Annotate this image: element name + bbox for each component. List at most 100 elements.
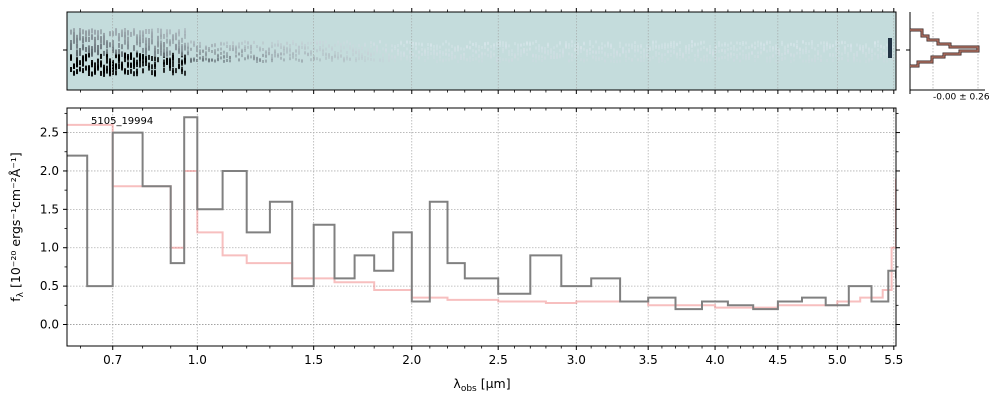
trace-pixel <box>91 51 93 57</box>
trace-pixel <box>829 43 831 47</box>
trace-pixel <box>781 40 783 44</box>
trace-pixel <box>82 38 84 44</box>
trace-pixel <box>493 52 495 56</box>
trace-pixel <box>76 57 78 63</box>
trace-pixel <box>628 48 630 52</box>
trace-pixel <box>535 59 537 63</box>
trace-pixel <box>400 42 402 46</box>
trace-pixel <box>577 45 579 49</box>
trace-pixel <box>550 56 552 59</box>
trace-pixel <box>160 50 162 56</box>
trace-pixel <box>646 44 648 48</box>
trace-pixel <box>352 44 354 48</box>
x-tick-label: 3.5 <box>639 353 658 367</box>
trace-pixel <box>163 51 165 57</box>
trace-pixel <box>205 45 207 49</box>
trace-pixel <box>136 59 138 65</box>
trace-pixel <box>658 46 660 50</box>
trace-pixel <box>490 55 492 59</box>
trace-pixel <box>547 44 549 48</box>
trace-pixel <box>778 48 780 52</box>
trace-pixel <box>622 50 624 54</box>
trace-pixel <box>493 43 495 47</box>
trace-pixel <box>505 58 507 62</box>
trace-pixel <box>682 53 684 57</box>
trace-pixel <box>856 53 858 57</box>
trace-pixel <box>535 55 537 59</box>
trace-pixel <box>451 57 453 61</box>
trace-pixel <box>304 51 306 55</box>
trace-pixel <box>139 39 141 44</box>
trace-pixel <box>568 59 570 63</box>
trace-pixel <box>310 52 312 56</box>
spectrum-2d-trace <box>70 28 894 77</box>
trace-pixel <box>448 54 450 58</box>
trace-pixel <box>652 41 654 45</box>
trace-pixel <box>688 48 690 51</box>
trace-pixel <box>148 54 150 60</box>
trace-pixel <box>655 40 657 44</box>
trace-pixel <box>286 50 288 54</box>
trace-pixel <box>535 40 537 43</box>
trace-pixel <box>415 43 417 46</box>
trace-pixel <box>238 52 240 56</box>
trace-pixel <box>592 50 594 54</box>
trace-pixel <box>820 54 822 58</box>
trace-pixel <box>358 49 360 52</box>
trace-pixel <box>769 40 771 44</box>
trace-pixel <box>361 56 363 60</box>
y-tick-labels: 0.0 0.5 1.0 1.5 2.0 2.5 <box>40 126 59 332</box>
trace-pixel <box>436 44 438 48</box>
trace-pixel <box>319 46 321 49</box>
trace-pixel <box>733 52 735 56</box>
trace-pixel <box>787 45 789 49</box>
trace-pixel <box>97 30 99 36</box>
trace-pixel <box>310 50 312 53</box>
trace-pixel <box>460 47 462 51</box>
trace-pixel <box>721 55 723 59</box>
trace-pixel <box>652 44 654 48</box>
trace-pixel <box>868 47 870 51</box>
trace-pixel <box>742 42 744 46</box>
trace-pixel <box>736 48 738 52</box>
trace-pixel <box>496 56 498 60</box>
trace-pixel <box>355 47 357 51</box>
trace-pixel <box>136 68 138 74</box>
trace-pixel <box>199 49 201 53</box>
trace-pixel <box>370 41 372 45</box>
trace-pixel <box>136 52 138 58</box>
trace-pixel <box>151 35 153 41</box>
trace-pixel <box>427 43 429 46</box>
trace-pixel <box>799 51 801 55</box>
trace-pixel <box>823 48 825 52</box>
trace-pixel <box>76 69 78 75</box>
trace-pixel <box>610 46 612 49</box>
trace-pixel <box>544 46 546 50</box>
trace-pixel <box>823 41 825 45</box>
trace-pixel <box>550 56 552 60</box>
trace-pixel <box>814 47 816 51</box>
trace-pixel <box>775 44 777 48</box>
object-label: 5105_19994 <box>91 116 153 127</box>
trace-pixel <box>445 52 447 56</box>
trace-pixel <box>136 40 138 46</box>
trace-pixel <box>454 47 456 51</box>
trace-pixel <box>376 46 378 50</box>
trace-pixel <box>313 40 315 44</box>
trace-pixel <box>775 47 777 51</box>
trace-pixel <box>532 58 534 62</box>
trace-pixel <box>454 55 456 59</box>
trace-pixel <box>73 35 75 41</box>
trace-pixel <box>229 47 231 51</box>
trace-pixel <box>661 53 663 57</box>
trace-pixel <box>730 41 732 45</box>
trace-pixel <box>310 58 312 62</box>
trace-pixel <box>640 45 642 49</box>
trace-pixel <box>694 43 696 47</box>
trace-pixel <box>433 56 435 59</box>
trace-pixel <box>715 45 717 49</box>
trace-pixel <box>217 54 219 58</box>
trace-pixel <box>742 40 744 44</box>
trace-pixel <box>640 55 642 59</box>
trace-pixel <box>727 47 729 51</box>
